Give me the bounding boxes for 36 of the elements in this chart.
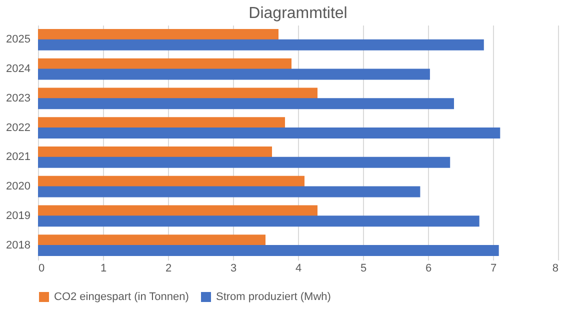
bar — [38, 88, 318, 99]
x-tick-label: 3 — [230, 262, 237, 274]
bar — [38, 29, 278, 40]
bar — [38, 127, 500, 138]
y-tick-label: 2019 — [6, 210, 30, 222]
chart-title: Diagrammtitel — [248, 5, 348, 22]
bar — [38, 68, 430, 80]
x-tick-label: 4 — [295, 262, 302, 274]
bar — [38, 58, 292, 70]
bar — [38, 146, 272, 158]
x-tick-label: 2 — [165, 262, 172, 274]
bar — [38, 244, 499, 256]
bar — [38, 98, 454, 110]
x-tick-label: 6 — [425, 262, 432, 274]
bar — [38, 117, 285, 128]
x-tick-label: 5 — [360, 262, 367, 274]
legend-label: Strom produziert (Mwh) — [216, 291, 331, 303]
x-tick-label: 0 — [38, 262, 45, 274]
x-tick-label: 1 — [100, 262, 107, 274]
y-tick-label: 2018 — [6, 239, 30, 252]
x-tick-label: 7 — [490, 262, 497, 274]
y-tick-label: 2024 — [6, 63, 30, 76]
bar — [38, 216, 480, 227]
x-tick-label: 8 — [552, 262, 558, 274]
bar — [38, 205, 318, 216]
bar — [38, 186, 420, 198]
legend-label: CO2 eingespart (in Tonnen) — [54, 291, 189, 303]
bar — [38, 234, 266, 246]
y-tick-label: 2022 — [6, 122, 30, 134]
y-tick-label: 2021 — [6, 151, 30, 164]
bar — [38, 176, 304, 187]
y-tick-label: 2020 — [6, 180, 30, 193]
y-tick-label: 2025 — [6, 34, 30, 46]
bar — [38, 39, 484, 50]
y-tick-label: 2023 — [6, 92, 30, 104]
bar — [38, 156, 450, 168]
